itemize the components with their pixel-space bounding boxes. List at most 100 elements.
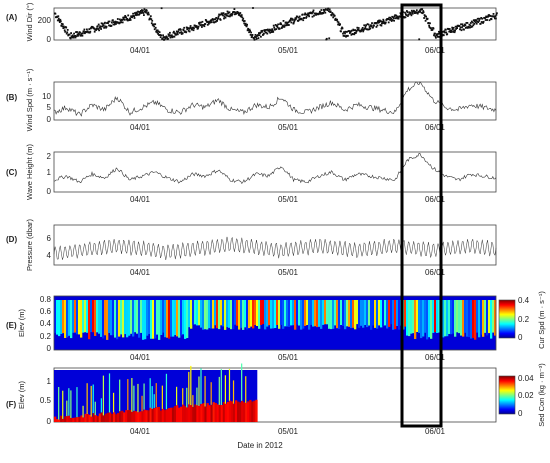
cur-spd-cell — [60, 300, 63, 334]
wind-dir-point — [412, 10, 415, 13]
wind-dir-point — [197, 27, 199, 30]
cur-spd-cell — [404, 300, 407, 327]
sed-con-cell — [188, 404, 191, 422]
wind-dir-point — [248, 31, 250, 34]
wind-dir-point — [373, 24, 375, 27]
wind-dir-point — [441, 33, 444, 36]
sed-con-cell — [255, 399, 258, 422]
cur-spd-cell — [410, 300, 413, 334]
sed-con-cell — [110, 413, 114, 422]
wind-dir-point — [233, 8, 236, 10]
wind-dir-point — [471, 21, 474, 24]
cur-spd-cell — [84, 300, 87, 333]
panel-b-label: (B) — [6, 93, 17, 102]
wind-dir-point — [323, 9, 326, 11]
wind-dir-point — [189, 25, 192, 27]
cur-spd-cell — [300, 300, 303, 330]
wind-dir-point — [121, 19, 124, 21]
wind-dir-point — [297, 20, 300, 22]
wind-dir-point — [138, 13, 141, 15]
wind-dir-point — [422, 10, 425, 12]
wind-dir-point — [349, 31, 352, 34]
wind-dir-point — [284, 24, 286, 27]
sed-con-cell — [222, 402, 226, 422]
wind-dir-point — [261, 31, 263, 33]
wind-dir-point — [276, 26, 279, 29]
wind-dir-point — [235, 12, 238, 15]
panel-f-cbar-tick-0: 0 — [518, 409, 523, 418]
cur-spd-cell — [310, 300, 313, 325]
cur-spd-cell — [252, 300, 255, 329]
wind-dir-point — [237, 11, 240, 14]
sed-con-cell — [72, 417, 75, 422]
wind-dir-point — [57, 17, 60, 20]
wind-dir-point — [287, 24, 289, 26]
wind-dir-point — [271, 29, 274, 32]
wind-dir-point — [283, 25, 286, 28]
cur-spd-cell — [226, 300, 229, 328]
wind-dir-point — [102, 24, 105, 27]
wind-dir-point — [95, 27, 98, 30]
wind-dir-point — [452, 27, 455, 29]
wind-dir-point — [346, 31, 348, 33]
wind-dir-point — [227, 15, 230, 18]
wind-dir-point — [135, 11, 138, 14]
cur-spd-cell — [90, 300, 93, 333]
wind-dir-point — [196, 26, 198, 29]
wind-dir-point — [93, 27, 96, 30]
wind-dir-point — [363, 24, 366, 27]
wind-dir-point — [472, 24, 475, 27]
cur-spd-cell — [360, 300, 363, 326]
wind-dir-point — [56, 19, 59, 22]
cur-spd-cell — [302, 300, 305, 329]
wind-dir-point — [431, 28, 434, 31]
wind-dir-point — [98, 29, 100, 32]
sed-con-cell — [76, 387, 78, 418]
panel-d-line — [53, 236, 497, 261]
wind-dir-point — [73, 32, 75, 35]
wind-dir-point — [347, 34, 349, 37]
sed-con-cell — [224, 375, 227, 404]
wind-dir-point — [108, 20, 111, 23]
wind-dir-point — [307, 12, 309, 15]
sed-con-cell — [192, 406, 195, 422]
wind-dir-point — [355, 29, 358, 32]
wind-dir-point — [251, 34, 254, 36]
cur-spd-cell — [426, 300, 429, 340]
sed-con-cell — [104, 413, 108, 422]
sed-con-cell — [82, 417, 85, 422]
wind-dir-point — [468, 23, 471, 26]
wind-dir-point — [119, 21, 122, 24]
wind-dir-point — [447, 28, 450, 30]
wind-dir-point — [389, 19, 392, 21]
wind-dir-point — [101, 22, 104, 25]
cur-spd-cell — [296, 300, 299, 325]
sed-con-cell — [141, 395, 143, 412]
wind-dir-point — [380, 20, 382, 23]
wind-dir-point — [244, 22, 247, 25]
panel-c-ytick-2: 2 — [47, 152, 52, 161]
wind-dir-point — [118, 22, 121, 25]
panel-a-xtick-0: 04/01 — [130, 46, 151, 55]
panel-f-cbar-tick-2: 0.04 — [518, 374, 534, 383]
wind-dir-point — [72, 35, 74, 38]
sed-con-cell — [241, 400, 244, 422]
wind-dir-point — [219, 19, 222, 21]
panel-b-ylabel: Wind Spd (m · s⁻¹) — [25, 68, 34, 131]
cur-spd-cell — [188, 300, 191, 328]
wind-dir-point — [415, 11, 418, 14]
panel-f-ytick-1: 0.5 — [40, 396, 52, 405]
cur-spd-cell — [172, 300, 175, 337]
wind-dir-point — [201, 26, 203, 28]
wind-dir-point — [217, 15, 220, 18]
cur-spd-cell — [376, 300, 379, 329]
wind-dir-point — [339, 23, 341, 26]
cur-spd-cell — [238, 300, 241, 330]
wind-dir-point — [424, 15, 426, 18]
cur-spd-cell — [294, 300, 297, 330]
wind-dir-point — [392, 17, 395, 19]
cur-spd-cell — [174, 300, 177, 335]
panel-e: (E) Elev (m) 0.8 0.6 0.4 0.2 0 04/01 05/… — [6, 291, 546, 362]
cur-spd-cell — [254, 300, 257, 325]
panel-b: (B) Wind Spd (m · s⁻¹) 10 5 0 04/01 05/0… — [6, 68, 497, 132]
